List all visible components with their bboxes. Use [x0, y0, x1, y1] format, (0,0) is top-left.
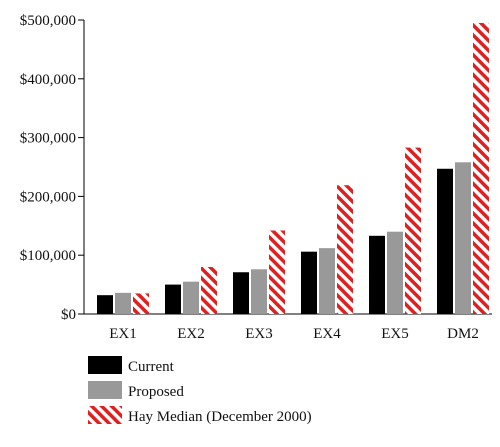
bar-current-ex1	[97, 295, 113, 314]
y-tick-label: $0	[61, 307, 76, 323]
x-tick-label: EX3	[245, 326, 273, 342]
bar-proposed-ex3	[251, 269, 267, 314]
y-tick-label: $300,000	[20, 131, 76, 147]
bar-hay-ex2	[201, 266, 217, 314]
legend-swatch	[88, 406, 122, 424]
bar-proposed-ex2	[183, 281, 199, 314]
x-tick-label: EX4	[313, 326, 341, 342]
x-tick-label: DM2	[447, 326, 479, 342]
bar-proposed-dm2	[455, 162, 471, 314]
bar-current-dm2	[437, 168, 453, 314]
legend-label: Current	[128, 359, 175, 375]
legend-label: Proposed	[128, 384, 184, 400]
legend-swatch	[88, 381, 122, 399]
bar-proposed-ex4	[319, 248, 335, 314]
bar-current-ex5	[369, 235, 385, 314]
x-tick-label: EX5	[381, 326, 409, 342]
bar-hay-ex4	[337, 185, 353, 314]
y-tick-label: $500,000	[20, 13, 76, 29]
bar-current-ex3	[233, 272, 249, 314]
y-tick-label: $400,000	[20, 72, 76, 88]
bar-hay-dm2	[473, 22, 489, 314]
y-tick-label: $100,000	[20, 248, 76, 264]
bar-proposed-ex1	[115, 292, 131, 314]
legend-label: Hay Median (December 2000)	[128, 409, 312, 425]
bar-hay-ex1	[133, 293, 149, 314]
bar-hay-ex5	[405, 147, 421, 314]
bar-current-ex4	[301, 251, 317, 314]
y-tick-label: $200,000	[20, 189, 76, 205]
legend-swatch	[88, 356, 122, 374]
bar-current-ex2	[165, 284, 181, 314]
x-tick-label: EX1	[109, 326, 137, 342]
x-tick-label: EX2	[177, 326, 205, 342]
bar-proposed-ex5	[387, 231, 403, 314]
bar-hay-ex3	[269, 230, 285, 314]
